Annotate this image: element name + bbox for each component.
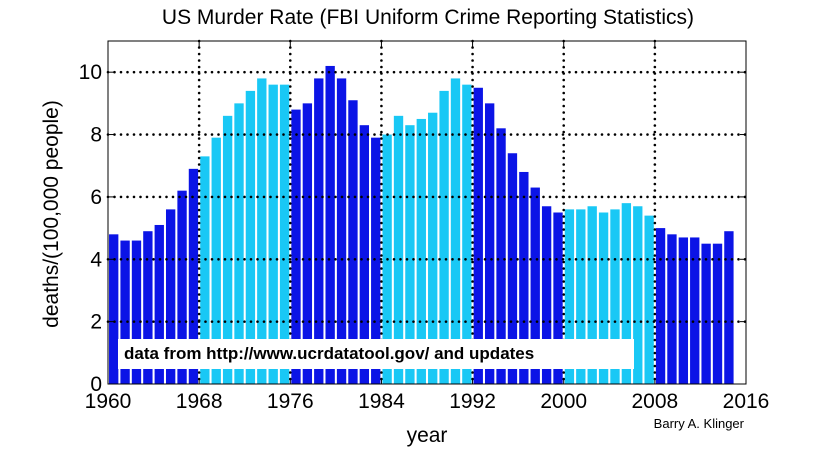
- bar-1972: [245, 90, 256, 384]
- y-tick-label-8: 8: [90, 124, 102, 147]
- plot-frame: [107, 40, 747, 385]
- grid-lines: [106, 39, 748, 386]
- annotation-text: data from http://www.ucrdatatool.gov/ an…: [124, 344, 534, 363]
- bar-1991: [462, 84, 472, 385]
- bar-2000: [564, 209, 575, 384]
- bar-1967: [188, 168, 199, 384]
- x-tick-labels: 1960 1968 1976 1984 1992 2000 2008 2016: [85, 390, 770, 413]
- y-tick-label-4: 4: [90, 248, 102, 271]
- x-tick-label-1976: 1976: [267, 390, 314, 413]
- bar-2009: [667, 234, 677, 384]
- bar-1994: [496, 128, 506, 384]
- axis-ticks: [107, 41, 747, 385]
- bar-1968: [200, 156, 210, 384]
- bar-1971: [234, 103, 244, 385]
- bar-1969: [211, 137, 221, 384]
- bar-1965: [165, 209, 176, 384]
- bar-1992: [473, 87, 483, 385]
- bar-2013: [712, 243, 723, 384]
- bar-1980: [336, 78, 347, 385]
- x-tick-label-1960: 1960: [85, 390, 132, 413]
- bar-2007: [644, 215, 654, 384]
- bar-2014: [724, 231, 734, 384]
- bar-1985: [393, 115, 404, 384]
- bar-2005: [621, 203, 632, 384]
- bar-2006: [633, 206, 643, 384]
- bar-1974: [268, 84, 278, 385]
- x-tick-label-2008: 2008: [631, 390, 678, 413]
- bar-2010: [678, 237, 689, 384]
- bar-1981: [348, 100, 358, 384]
- bar-1961: [120, 240, 130, 384]
- bar-group: [109, 65, 734, 385]
- x-axis-label: year: [407, 424, 448, 447]
- x-tick-label-1992: 1992: [449, 390, 496, 413]
- x-tick-label-1968: 1968: [176, 390, 223, 413]
- bar-1963: [143, 231, 153, 384]
- bar-1964: [154, 224, 164, 384]
- bar-2002: [587, 206, 597, 384]
- bar-1986: [405, 125, 415, 384]
- x-tick-label-2000: 2000: [540, 390, 587, 413]
- bar-1987: [416, 118, 426, 384]
- y-axis-label: deaths/(100,000 people): [40, 100, 63, 328]
- bar-2003: [598, 212, 609, 384]
- y-tick-labels: 0 2 4 6 8 10: [79, 61, 103, 396]
- bar-1970: [222, 115, 233, 384]
- bar-1998: [541, 206, 552, 384]
- x-tick-label-2016: 2016: [723, 390, 770, 413]
- bar-1976: [291, 109, 301, 384]
- annotation-box: [118, 339, 634, 369]
- bar-1979: [325, 65, 335, 384]
- bar-2008: [655, 228, 666, 384]
- bar-1962: [131, 240, 142, 384]
- bar-1978: [314, 78, 324, 385]
- y-tick-label-0: 0: [90, 373, 102, 396]
- bar-1996: [519, 171, 529, 384]
- bar-1975: [279, 84, 290, 385]
- bar-2004: [610, 209, 620, 384]
- bar-1973: [257, 78, 267, 385]
- bar-2011: [690, 237, 700, 384]
- bar-1988: [428, 112, 438, 384]
- bar-1977: [302, 103, 313, 385]
- bar-1960: [109, 234, 119, 384]
- y-tick-label-6: 6: [90, 186, 102, 209]
- bar-1993: [484, 103, 495, 385]
- bar-2012: [701, 243, 711, 384]
- chart-title: US Murder Rate (FBI Uniform Crime Report…: [162, 6, 694, 29]
- bar-2001: [576, 209, 586, 384]
- bar-1989: [439, 90, 449, 384]
- bar-1990: [450, 78, 461, 385]
- y-tick-label-10: 10: [79, 61, 102, 84]
- bar-1966: [177, 190, 187, 384]
- bar-1982: [359, 125, 370, 384]
- bar-1995: [507, 153, 518, 384]
- bar-1999: [553, 212, 563, 384]
- credit-text: Barry A. Klinger: [654, 416, 745, 431]
- bar-1997: [530, 187, 540, 384]
- bar-1983: [371, 137, 381, 384]
- y-tick-label-2: 2: [90, 311, 102, 334]
- x-tick-label-1984: 1984: [358, 390, 405, 413]
